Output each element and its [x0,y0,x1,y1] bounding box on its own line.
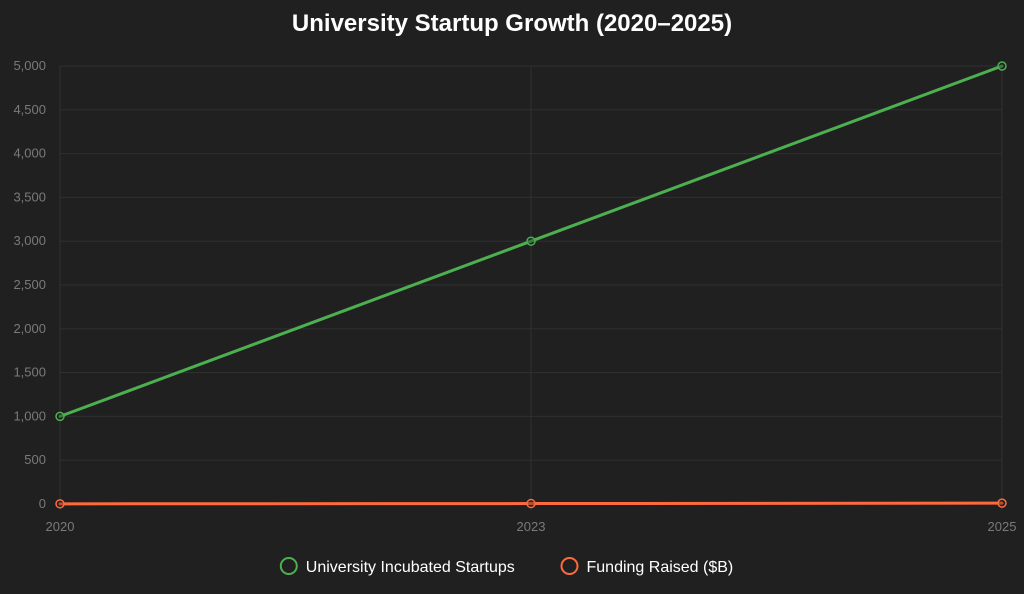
legend[interactable]: University Incubated Startups Funding Rai… [279,557,734,576]
x-axis: 2020 2023 2025 [46,519,1017,534]
data-point[interactable] [526,498,536,509]
y-axis: 0 500 1,000 1,500 2,000 2,500 3,000 3,500 4,000 4… [13,58,46,511]
legend-label: Funding Raised ($B) [587,559,734,576]
y-tick-label: 1,500 [13,365,46,380]
x-tick-label: 2023 [517,519,546,534]
series-lines [55,61,1007,509]
y-tick-label: 4,500 [13,102,46,117]
data-point[interactable] [55,411,65,422]
data-point[interactable] [526,236,536,246]
y-tick-label: 2,500 [13,277,46,292]
grid-lines [59,65,1003,510]
legend-item-2[interactable]: Funding Raised ($B) [560,557,734,576]
y-tick-label: 1,000 [13,408,46,423]
data-point[interactable] [55,499,65,509]
series-line [58,501,1004,506]
data-point[interactable] [997,61,1007,71]
y-tick-label: 500 [24,452,46,467]
series-line [58,64,1004,418]
legend-label: University Incubated Startups [306,559,515,576]
series-1 [55,61,1007,422]
legend-marker [279,557,298,575]
legend-item-1[interactable]: University Incubated Startups [279,557,515,576]
y-tick-label: 3,500 [13,189,46,204]
legend-marker [560,557,579,575]
y-tick-label: 2,000 [13,321,46,336]
y-tick-label: 0 [39,496,46,511]
y-tick-label: 5,000 [13,58,46,73]
chart-title: University Startup Growth (2020–2025) [292,10,732,37]
series-2 [55,498,1007,509]
y-tick-label: 3,000 [13,233,46,248]
x-tick-label: 2025 [988,519,1017,534]
x-tick-label: 2020 [46,519,75,534]
y-tick-label: 4,000 [13,146,46,161]
data-point[interactable] [997,498,1007,508]
